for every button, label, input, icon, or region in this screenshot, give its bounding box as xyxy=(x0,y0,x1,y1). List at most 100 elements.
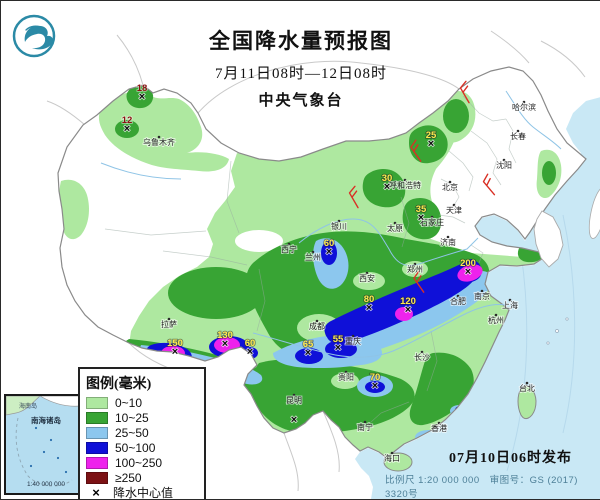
city-dot xyxy=(502,158,506,162)
city-dot xyxy=(292,393,296,397)
japan-island xyxy=(588,187,600,239)
city-dot xyxy=(480,289,484,293)
ryukyu-island xyxy=(546,341,550,345)
center-value-symbol: × xyxy=(92,485,100,500)
precip-center-value: 12 xyxy=(122,115,133,126)
precip-center-x: × xyxy=(305,347,311,359)
city-dot xyxy=(430,215,434,219)
legend-item: 100~250 xyxy=(86,455,198,470)
release-time: 07月10日06时发布 xyxy=(449,451,572,466)
sea xyxy=(355,97,600,499)
city-dot xyxy=(508,298,512,302)
legend-range-label: 10~25 xyxy=(115,410,149,425)
city-label: 银川 xyxy=(331,221,347,231)
precip-center-value: 70 xyxy=(370,372,381,383)
taiwan-island xyxy=(517,384,537,420)
city-dot xyxy=(365,271,369,275)
map-title: 全国降水量预报图 xyxy=(209,29,393,53)
city-dot xyxy=(403,178,407,182)
city-dot xyxy=(456,294,460,298)
precip-center-x: × xyxy=(372,380,378,392)
legend-item: 25~50 xyxy=(86,425,198,440)
wind-barb-icon xyxy=(410,139,422,162)
city-label: 石家庄 xyxy=(420,217,444,227)
city-dot xyxy=(494,313,498,317)
legend-center-row: × 降水中心值 xyxy=(86,485,198,500)
city-label: 海口 xyxy=(384,453,400,463)
precip-center-value: 60 xyxy=(324,238,335,249)
legend: 图例(毫米) 0~10 10~25 25~50 50~100 100~250 ≥250 ×… xyxy=(78,367,206,500)
time-range: 7月11日08时—12日08时 xyxy=(215,66,387,82)
city-label: 呼和浩特 xyxy=(389,180,421,190)
city-dot xyxy=(344,370,348,374)
precip-center-markers: 18×12×25×30×35×60×80×120×200×150×130× 60×… xyxy=(121,82,477,427)
ryukyu-island xyxy=(565,317,569,321)
legend-swatch xyxy=(86,396,108,409)
city-dot xyxy=(437,421,441,425)
city-dot xyxy=(351,334,355,338)
city-label: 济南 xyxy=(440,237,456,247)
wind-barb-icon xyxy=(413,270,425,293)
precip-center-x: × xyxy=(405,304,411,316)
city-label: 南宁 xyxy=(357,422,373,432)
precip-center-x: × xyxy=(418,212,424,224)
city-label: 哈尔滨 xyxy=(512,102,536,112)
city-label: 天津 xyxy=(446,205,462,215)
inset-scale: 1:40 000 000 xyxy=(27,481,65,488)
city-label: 上海 xyxy=(502,300,518,310)
rivers xyxy=(100,90,562,358)
precip-center-x: × xyxy=(335,342,341,354)
city-label: 太原 xyxy=(387,223,403,233)
precip-center-value: 200 xyxy=(460,258,476,269)
legend-item: 50~100 xyxy=(86,440,198,455)
city-dot xyxy=(413,262,417,266)
city-label: 昆明 xyxy=(286,396,302,405)
wind-barbs xyxy=(348,80,496,293)
map-scale: 比例尺 1:20 000 000 xyxy=(385,475,480,486)
precip-center-x: × xyxy=(366,302,372,314)
legend-swatch xyxy=(86,456,108,469)
city-label: 杭州 xyxy=(488,315,504,325)
city-dot xyxy=(337,219,341,223)
wind-barb-icon xyxy=(348,185,359,209)
city-label: 贵阳 xyxy=(338,372,354,382)
precip-center-value: 120 xyxy=(400,296,416,307)
city-label: 香港 xyxy=(431,423,447,433)
approval-number: 审图号：GS (2017) 3320号 xyxy=(385,475,578,500)
city-label: 西安 xyxy=(359,273,375,283)
city-label: 北京 xyxy=(442,182,458,192)
inset-title: 南海诸岛 xyxy=(31,415,61,425)
legend-swatch xyxy=(86,441,108,454)
legend-range-label: 50~100 xyxy=(115,440,156,455)
precip-center-x: × xyxy=(291,414,297,426)
sea-graticule xyxy=(506,214,576,472)
precip-center-value: 60 xyxy=(245,338,256,349)
precip-center-value: 25 xyxy=(426,130,437,141)
wind-barb-icon xyxy=(459,80,470,104)
city-dot xyxy=(315,319,319,323)
city-dot xyxy=(446,235,450,239)
wind-barb-icon xyxy=(482,173,496,196)
city-label: 合肥 xyxy=(450,296,466,306)
city-label: 成都 xyxy=(309,321,325,331)
city-label: 拉萨 xyxy=(161,319,177,329)
legend-range-label: 25~50 xyxy=(115,425,149,440)
precip-center-x: × xyxy=(384,181,390,193)
city-label: 南京 xyxy=(474,291,490,301)
precip-center-x: × xyxy=(172,346,178,358)
city-dot xyxy=(420,350,424,354)
city-label: 台北 xyxy=(519,383,535,393)
legend-swatch xyxy=(86,471,108,484)
city-label: 长春 xyxy=(510,131,526,141)
precip-center-x: × xyxy=(247,346,253,358)
korea-peninsula xyxy=(533,210,564,268)
legend-item: 0~10 xyxy=(86,395,198,410)
center-value-label: 降水中心值 xyxy=(113,486,174,500)
map-scale-line: 比例尺 1:20 000 000 审图号：GS (2017) 3320号 xyxy=(385,472,600,500)
agency-name: 中央气象台 xyxy=(258,93,344,109)
precip-center-value: 35 xyxy=(416,204,427,215)
ryukyu-island xyxy=(555,329,559,333)
